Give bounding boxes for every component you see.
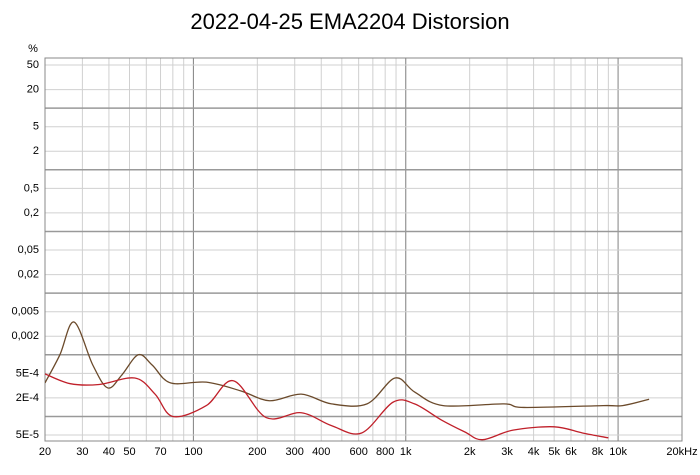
y-tick-label: 0,005 [11, 306, 39, 318]
y-tick-label: 0,05 [18, 244, 39, 256]
series-line [45, 321, 650, 409]
x-tick-label: 4k [528, 446, 540, 458]
x-tick-label: 600 [349, 446, 367, 458]
x-tick-label: 20kHz [666, 446, 697, 458]
y-axis-label: % [28, 43, 38, 55]
x-tick-label: 1k [400, 446, 412, 458]
series-line [45, 373, 609, 441]
x-tick-label: 8k [592, 446, 604, 458]
chart-title: 2022-04-25 EMA2204 Distorsion [190, 9, 509, 34]
y-tick-label: 5E-4 [16, 367, 39, 379]
y-tick-label: 5E-5 [16, 429, 39, 441]
x-tick-label: 400 [312, 446, 330, 458]
x-tick-label: 70 [154, 446, 166, 458]
x-tick-label: 30 [76, 446, 88, 458]
x-tick-label: 5k [548, 446, 560, 458]
x-tick-label: 3k [501, 446, 513, 458]
y-tick-label: 5 [33, 121, 39, 133]
x-tick-label: 20 [39, 446, 51, 458]
x-tick-label: 2k [464, 446, 476, 458]
y-tick-label: 0,02 [18, 268, 39, 280]
y-tick-label: 20 [27, 83, 39, 95]
y-tick-label: 0,2 [24, 207, 39, 219]
y-tick-label: 0,5 [24, 182, 39, 194]
x-tick-label: 10k [609, 446, 627, 458]
x-tick-label: 200 [248, 446, 266, 458]
y-tick-label: 2 [33, 145, 39, 157]
y-tick-label: 0,002 [11, 330, 39, 342]
y-tick-label: 2E-4 [16, 392, 39, 404]
x-tick-label: 300 [286, 446, 304, 458]
x-tick-label: 6k [565, 446, 577, 458]
x-tick-label: 100 [184, 446, 202, 458]
x-tick-label: 800 [376, 446, 394, 458]
plot-border [44, 57, 683, 442]
x-tick-label: 40 [103, 446, 115, 458]
x-tick-label: 50 [123, 446, 135, 458]
y-tick-label: 50 [27, 59, 39, 71]
